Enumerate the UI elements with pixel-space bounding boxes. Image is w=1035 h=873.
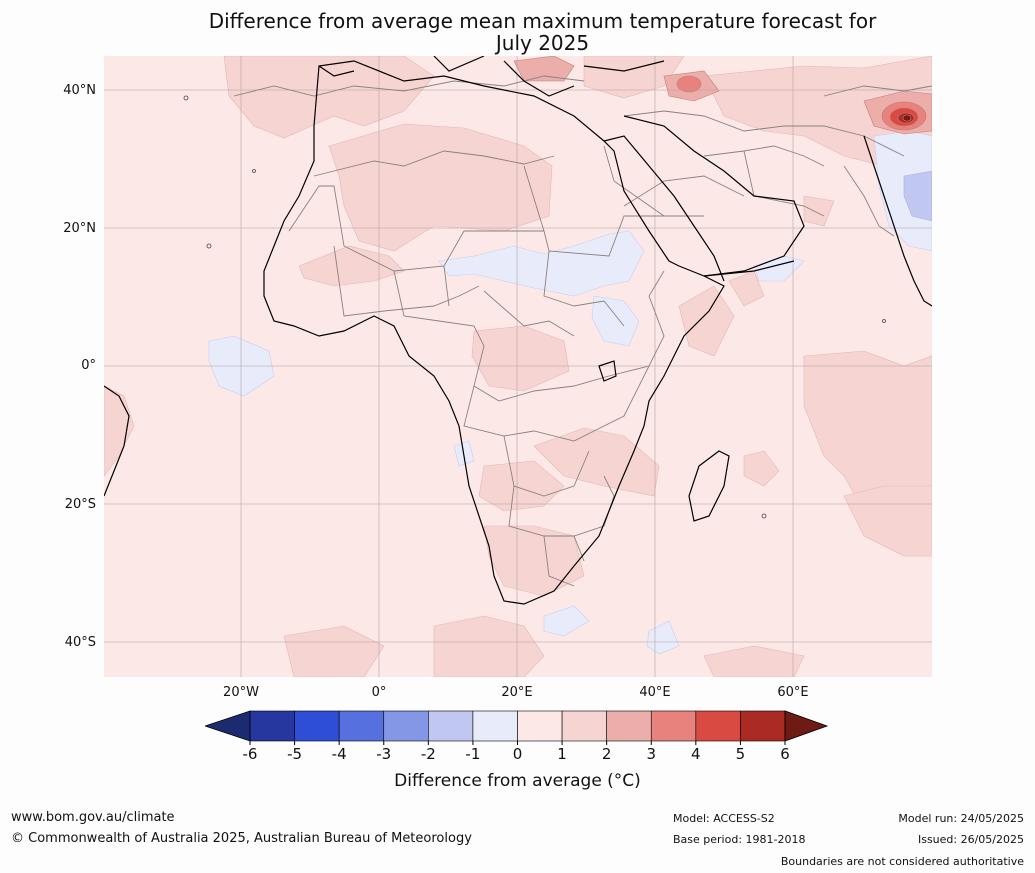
lat-tick-0: 0° — [81, 358, 96, 373]
coastlines — [104, 56, 932, 605]
lat-tick-40s: 40°S — [64, 635, 96, 650]
colorbar-tick-label: 3 — [646, 745, 657, 763]
cooler-anomaly-patch — [903, 170, 932, 222]
colorbar-tick-label: 2 — [601, 745, 612, 763]
lat-tick-20s: 20°S — [64, 497, 96, 512]
footer-disclaimer: Boundaries are not considered authoritat… — [780, 855, 1024, 868]
colorbar-cell — [294, 710, 340, 742]
footer-copyright: © Commonwealth of Australia 2025, Austra… — [11, 831, 472, 846]
colorbar — [205, 710, 829, 745]
colorbar-tick-label: 5 — [735, 745, 746, 763]
colorbar-cell — [561, 710, 607, 742]
colorbar-under-arrow — [205, 710, 251, 742]
colorbar-tick-label: 6 — [780, 745, 790, 763]
colorbar-cell — [338, 710, 385, 742]
colorbar-cell — [606, 710, 652, 742]
colorbar-cells — [249, 710, 786, 742]
colorbar-label: Difference from average (°C) — [394, 771, 641, 791]
colorbar-tick-label: -2 — [420, 745, 436, 763]
temperature-anomaly-map — [104, 56, 932, 677]
warm-anomaly-patches — [104, 56, 932, 677]
colorbar-tick-label: -6 — [242, 745, 258, 763]
footer-issued: Issued: 26/05/2025 — [917, 833, 1024, 846]
cool-anomaly-patches — [208, 130, 932, 655]
title-line-2: July 2025 — [495, 31, 590, 55]
lat-tick-40n: 40°N — [63, 83, 96, 98]
colorbar-cell — [695, 710, 741, 742]
colorbar-tick-label: -4 — [331, 745, 347, 763]
strong-warm-spots — [513, 56, 932, 135]
lon-tick-40e: 40°E — [639, 685, 671, 700]
colorbar-cell — [650, 710, 697, 742]
colorbar-cell — [517, 710, 563, 742]
colorbar-cell — [740, 710, 786, 742]
colorbar-tick-label: -5 — [287, 745, 303, 763]
lon-tick-0: 0° — [371, 685, 387, 700]
lat-tick-20n: 20°N — [63, 221, 96, 236]
colorbar-over-arrow — [784, 710, 829, 742]
colorbar-tick-label: -3 — [376, 745, 392, 763]
colorbar-cell — [428, 710, 474, 742]
graticule — [104, 56, 932, 677]
colorbar-tick-label: 0 — [512, 745, 523, 763]
footer-model: Model: ACCESS-S2 — [673, 812, 775, 825]
lon-tick-20w: 20°W — [223, 685, 259, 700]
colorbar-cell — [249, 710, 295, 742]
colorbar-cell — [383, 710, 429, 742]
colorbar-cell — [472, 710, 518, 742]
footer-model-run: Model run: 24/05/2025 — [898, 812, 1024, 825]
lon-tick-60e: 60°E — [777, 685, 809, 700]
lon-tick-20e: 20°E — [501, 685, 533, 700]
footer-website[interactable]: www.bom.gov.au/climate — [11, 810, 175, 825]
colorbar-tick-label: -1 — [465, 745, 481, 763]
title-line-1: Difference from average mean maximum tem… — [208, 9, 877, 33]
islands — [183, 95, 886, 519]
colorbar-tick-label: 4 — [691, 745, 701, 763]
map-title: Difference from average mean maximum tem… — [0, 10, 1035, 54]
colorbar-tick-label: 1 — [557, 745, 567, 763]
footer-base-period: Base period: 1981-2018 — [673, 833, 806, 846]
colorbar-tick-marks — [249, 741, 786, 745]
